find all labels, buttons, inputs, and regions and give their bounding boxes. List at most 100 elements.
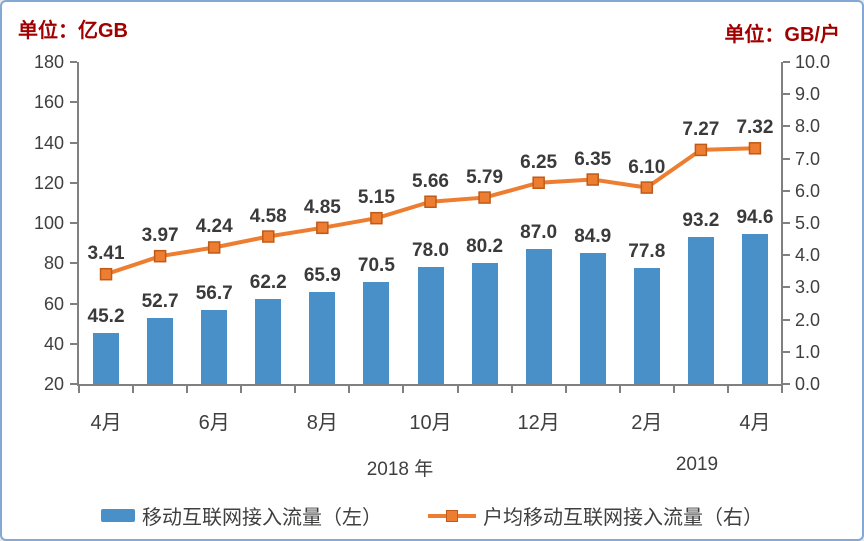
left-axis-tick-label: 40	[43, 333, 64, 354]
bar-value-label: 87.0	[520, 222, 558, 244]
bar-value-label: 80.2	[466, 235, 504, 257]
left-axis-tick	[70, 262, 77, 265]
bar-9月	[363, 282, 390, 384]
legend-item-bar-series: 移动互联网接入流量（左）	[101, 501, 382, 530]
left-axis-tick-label: 140	[33, 132, 64, 153]
line-marker-icon	[262, 230, 275, 243]
line-marker-icon	[370, 211, 383, 225]
x-axis-month-label: 6月	[198, 412, 230, 434]
bar-11月	[471, 262, 498, 384]
line-value-label: 7.32	[736, 117, 774, 139]
line-marker-icon	[207, 241, 221, 254]
bar-value-label: 70.5	[357, 255, 395, 277]
line-marker-icon	[424, 195, 437, 208]
line-value-label: 4.24	[195, 216, 233, 238]
legend-label-bar-series: 移动互联网接入流量（左）	[142, 507, 382, 529]
bar-value-label: 84.9	[574, 226, 612, 248]
right-axis-tick	[783, 93, 790, 96]
bar-4月	[93, 333, 120, 384]
bar-5月	[147, 318, 174, 384]
x-axis-month-label: 10月	[409, 412, 452, 434]
left-axis-tick	[70, 181, 77, 184]
left-axis-tick	[70, 302, 77, 305]
bar-10月	[417, 267, 444, 384]
legend-item-line-series: 户均移动互联网接入流量（右）	[428, 501, 763, 530]
line-value-label: 4.58	[249, 205, 287, 227]
x-axis-month-label: 2月	[631, 412, 663, 434]
x-axis-year-label: 2019	[675, 454, 719, 475]
line-marker-icon	[586, 173, 599, 186]
bar-2月	[633, 267, 660, 384]
x-axis-tick	[78, 386, 80, 393]
right-axis-tick-label: 5.0	[795, 213, 821, 233]
bar-value-label: 56.7	[195, 283, 233, 305]
bar-value-label: 65.9	[303, 264, 341, 286]
left-axis-tick	[70, 222, 77, 224]
right-axis-line	[781, 62, 783, 386]
right-axis-tick-label: 2.0	[795, 309, 821, 330]
x-axis-tick	[726, 386, 729, 393]
left-axis-tick	[70, 141, 77, 144]
x-axis-tick	[672, 386, 675, 393]
x-axis-month-label: 4月	[739, 412, 771, 434]
line-marker-icon	[532, 176, 545, 189]
bar-4月	[741, 233, 768, 384]
right-axis-tick	[783, 286, 790, 289]
left-axis-tick	[70, 383, 77, 385]
right-axis-tick-label: 8.0	[795, 116, 821, 137]
line-value-label: 3.41	[87, 243, 125, 265]
line-value-label: 6.25	[520, 151, 558, 173]
bar-value-label: 78.0	[412, 240, 449, 262]
right-axis-tick	[783, 254, 790, 257]
line-value-label: 3.97	[141, 225, 179, 247]
line-marker-icon	[748, 142, 762, 155]
left-axis-line	[77, 62, 79, 386]
bar-series-swatch-icon	[101, 509, 135, 522]
x-axis-tick	[348, 386, 351, 393]
line-series-swatch-icon	[428, 509, 476, 522]
right-axis-tick-label: 3.0	[795, 277, 821, 298]
bar-value-label: 93.2	[682, 209, 720, 231]
x-axis-tick	[294, 386, 297, 393]
line-series	[99, 142, 762, 281]
line-value-label: 7.27	[682, 118, 720, 140]
right-axis-tick	[783, 157, 790, 160]
x-axis-month-label: 4月	[90, 412, 122, 434]
left-axis-tick-label: 180	[33, 52, 64, 72]
legend: 移动互联网接入流量（左） 户均移动互联网接入流量（右）	[2, 501, 862, 530]
left-axis-tick-label: 100	[33, 213, 64, 233]
line-value-label: 6.10	[628, 156, 666, 178]
x-axis-tick	[564, 386, 567, 393]
line-marker-icon	[153, 249, 167, 263]
line-marker-icon	[316, 221, 329, 235]
left-axis-tick-label: 20	[43, 374, 64, 394]
bar-value-label: 77.8	[628, 240, 666, 262]
x-axis-tick	[618, 386, 621, 393]
bar-3月	[687, 236, 714, 384]
right-axis-tick-label: 7.0	[795, 148, 821, 169]
right-axis-tick-label: 9.0	[795, 84, 821, 105]
bar-1月	[579, 253, 606, 384]
left-axis-tick-label: 80	[43, 253, 64, 274]
right-axis-tick	[783, 318, 790, 321]
line-value-label: 4.85	[303, 196, 341, 218]
x-axis-line	[77, 384, 783, 386]
line-marker-icon	[99, 267, 113, 281]
line-marker-icon	[694, 143, 708, 157]
x-axis-month-label: 8月	[306, 412, 338, 434]
right-axis-tick-label: 10.0	[795, 52, 831, 72]
bar-value-label: 62.2	[249, 272, 287, 294]
x-axis-year-label: 2018 年	[366, 459, 434, 480]
line-value-label: 5.79	[466, 166, 504, 188]
x-axis-tick	[456, 386, 459, 393]
bar-7月	[255, 299, 282, 384]
x-axis-tick	[240, 386, 243, 393]
x-axis-month-label: 12月	[517, 412, 560, 434]
left-axis-tick	[70, 61, 77, 63]
right-axis-tick	[783, 61, 790, 63]
right-axis-unit-label: 单位：GB/户	[724, 24, 840, 46]
x-axis-tick	[781, 386, 783, 393]
line-value-label: 5.15	[357, 187, 395, 209]
x-axis-tick	[402, 386, 405, 393]
